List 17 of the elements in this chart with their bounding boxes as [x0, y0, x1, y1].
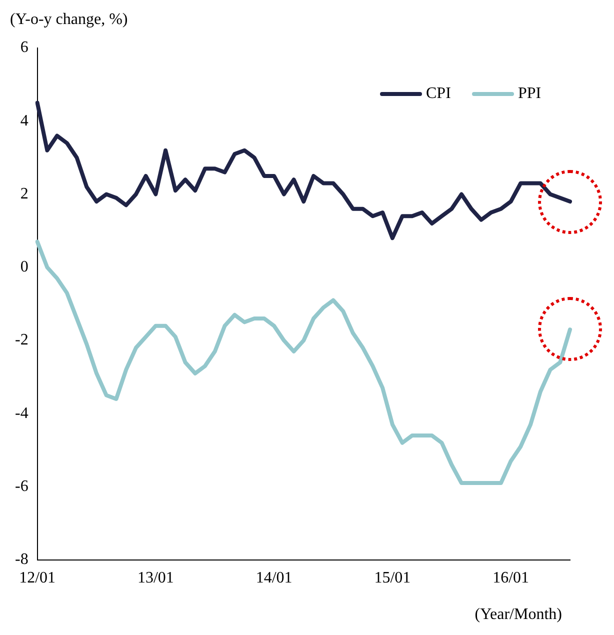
y-tick-label: -2 — [15, 332, 28, 349]
y-tick-label: 6 — [20, 39, 28, 56]
legend-label: PPI — [518, 85, 542, 102]
x-tick-label: 15/01 — [374, 570, 411, 587]
y-tick-label: 2 — [20, 185, 28, 202]
x-tick-label: 14/01 — [256, 570, 292, 587]
y-tick-label: -6 — [15, 478, 28, 495]
x-tick-label: 12/01 — [19, 570, 56, 587]
y-tick-label: 4 — [20, 112, 28, 130]
y-tick-label: 0 — [20, 258, 28, 276]
x-tick-label: 16/01 — [492, 570, 530, 587]
x-axis-title: (Year/Month) — [474, 606, 562, 624]
y-tick-label: -4 — [15, 404, 28, 422]
y-axis-title: (Y-o-y change, %) — [10, 11, 128, 28]
legend-label: CPI — [426, 85, 451, 102]
x-tick-label: 13/01 — [137, 570, 174, 587]
y-tick-label: -8 — [15, 551, 28, 568]
